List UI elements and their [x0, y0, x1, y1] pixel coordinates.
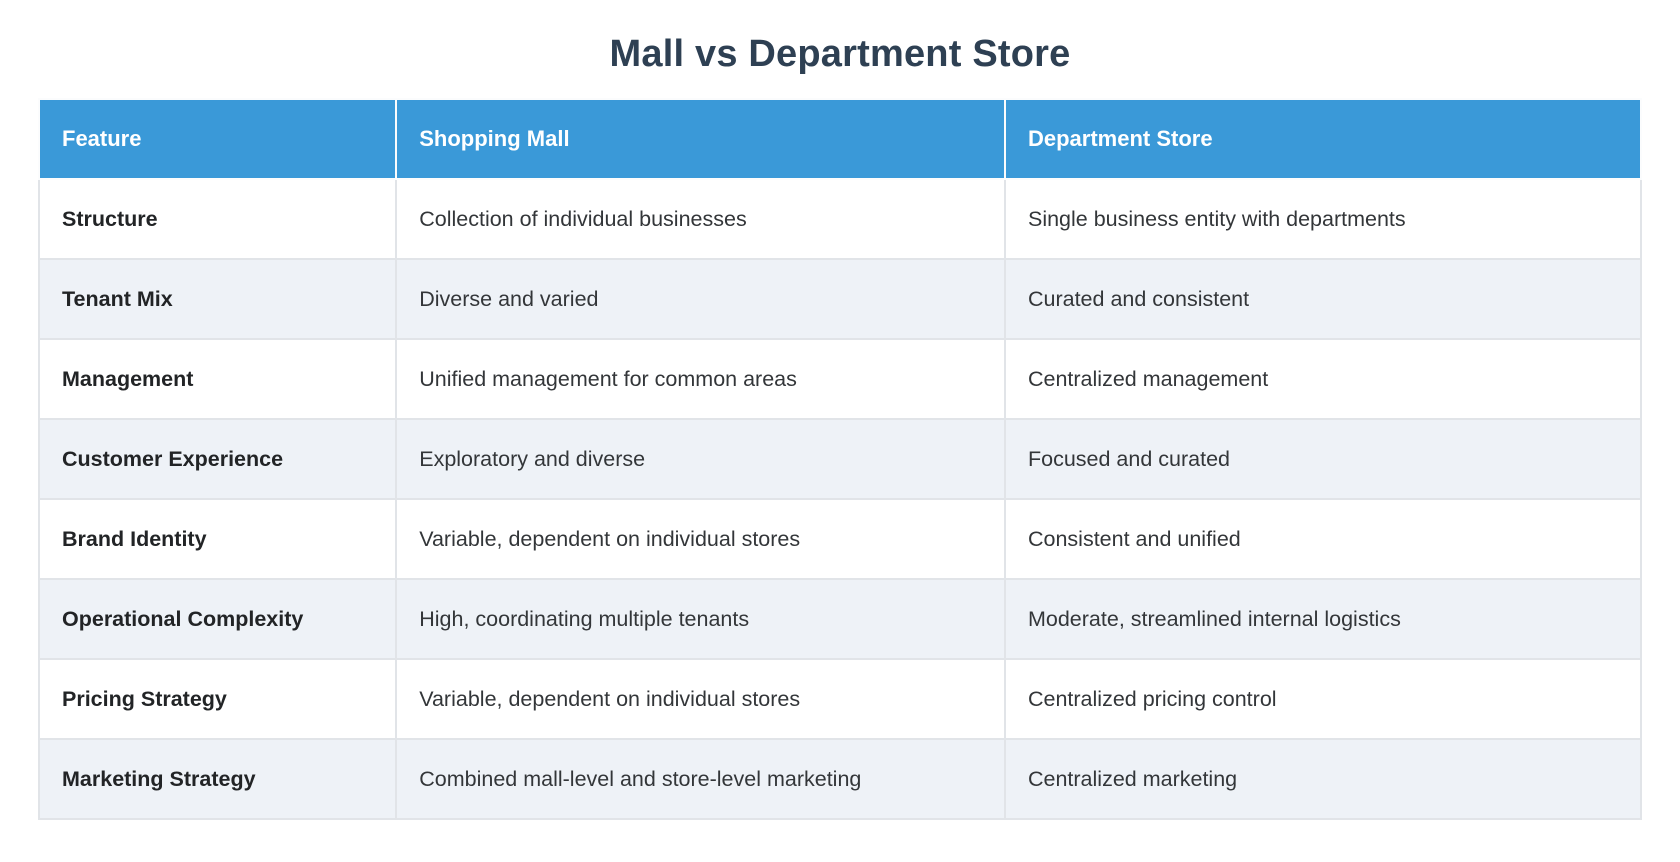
cell-department-store: Consistent and unified — [1003, 498, 1643, 580]
cell-shopping-mall: Combined mall-level and store-level mark… — [395, 738, 1006, 820]
table-container: Feature Shopping Mall Department Store S… — [37, 98, 1643, 820]
table-body: Structure Collection of individual busin… — [37, 178, 1643, 820]
column-header-department-store: Department Store — [1003, 98, 1643, 180]
cell-feature: Brand Identity — [37, 498, 398, 580]
cell-department-store: Centralized management — [1003, 338, 1643, 420]
cell-feature: Tenant Mix — [37, 258, 398, 340]
cell-feature: Structure — [37, 178, 398, 260]
cell-shopping-mall: Variable, dependent on individual stores — [395, 498, 1006, 580]
cell-feature: Pricing Strategy — [37, 658, 398, 740]
column-header-feature: Feature — [37, 98, 398, 180]
cell-feature: Customer Experience — [37, 418, 398, 500]
table-row: Marketing Strategy Combined mall-level a… — [37, 738, 1643, 820]
cell-shopping-mall: Collection of individual businesses — [395, 178, 1006, 260]
cell-department-store: Curated and consistent — [1003, 258, 1643, 340]
cell-shopping-mall: Variable, dependent on individual stores — [395, 658, 1006, 740]
column-header-shopping-mall: Shopping Mall — [395, 98, 1006, 180]
table-row: Pricing Strategy Variable, dependent on … — [37, 658, 1643, 740]
cell-shopping-mall: High, coordinating multiple tenants — [395, 578, 1006, 660]
table-row: Brand Identity Variable, dependent on in… — [37, 498, 1643, 580]
header-row: Feature Shopping Mall Department Store — [37, 98, 1643, 180]
table-row: Customer Experience Exploratory and dive… — [37, 418, 1643, 500]
page-title: Mall vs Department Store — [609, 33, 1071, 75]
cell-feature: Marketing Strategy — [37, 738, 398, 820]
comparison-table: Feature Shopping Mall Department Store S… — [37, 98, 1643, 820]
cell-department-store: Centralized marketing — [1003, 738, 1643, 820]
cell-department-store: Focused and curated — [1003, 418, 1643, 500]
cell-department-store: Single business entity with departments — [1003, 178, 1643, 260]
cell-shopping-mall: Unified management for common areas — [395, 338, 1006, 420]
table-row: Structure Collection of individual busin… — [37, 178, 1643, 260]
table-row: Operational Complexity High, coordinatin… — [37, 578, 1643, 660]
cell-department-store: Moderate, streamlined internal logistics — [1003, 578, 1643, 660]
cell-shopping-mall: Exploratory and diverse — [395, 418, 1006, 500]
cell-shopping-mall: Diverse and varied — [395, 258, 1006, 340]
table-header: Feature Shopping Mall Department Store — [37, 98, 1643, 180]
cell-feature: Operational Complexity — [37, 578, 398, 660]
cell-feature: Management — [37, 338, 398, 420]
table-row: Tenant Mix Diverse and varied Curated an… — [37, 258, 1643, 340]
cell-department-store: Centralized pricing control — [1003, 658, 1643, 740]
table-row: Management Unified management for common… — [37, 338, 1643, 420]
